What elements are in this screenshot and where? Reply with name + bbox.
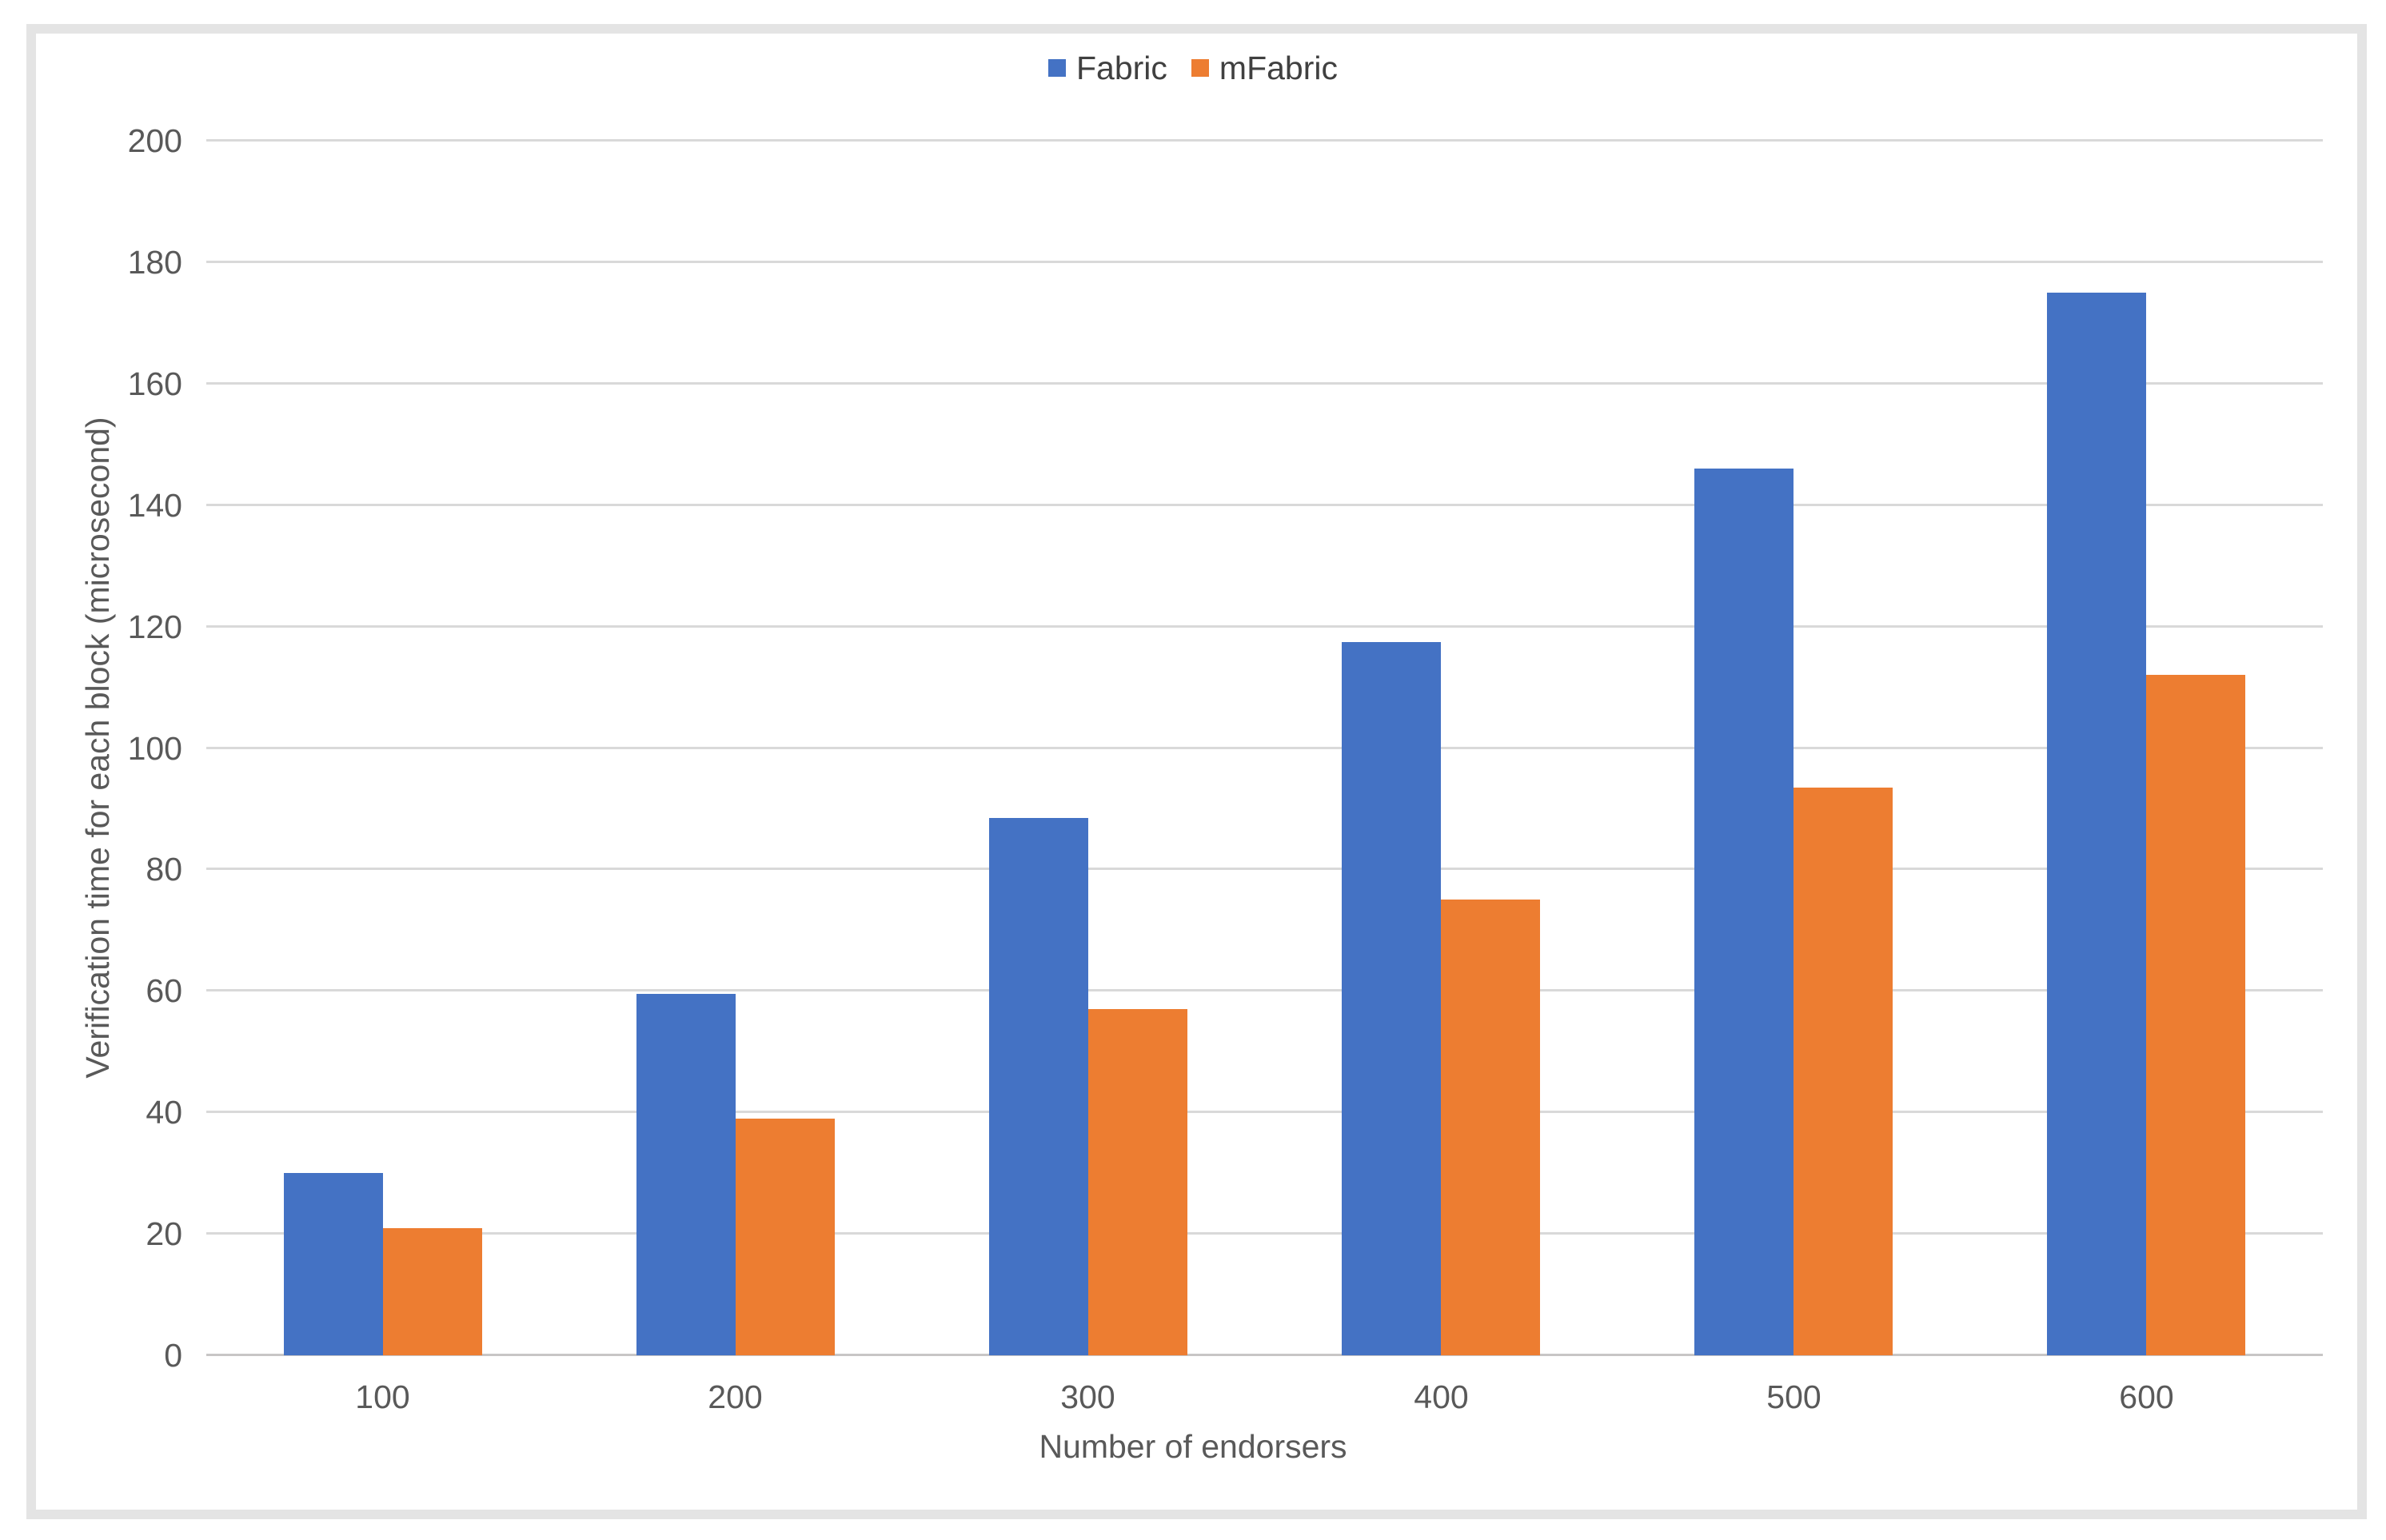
bar-fabric-400 <box>1342 642 1441 1355</box>
gridline-180 <box>206 261 2323 263</box>
y-tick-label-60: 60 <box>146 972 182 1009</box>
x-axis-title: Number of endorsers <box>1039 1428 1347 1465</box>
y-tick-label-120: 120 <box>127 608 182 645</box>
bar-mfabric-100 <box>383 1228 482 1355</box>
x-tick-label-600: 600 <box>2119 1378 2174 1415</box>
gridline-40 <box>206 1111 2323 1113</box>
legend-swatch-fabric-icon <box>1048 59 1066 77</box>
gridline-80 <box>206 868 2323 870</box>
bar-mfabric-600 <box>2146 675 2245 1355</box>
y-tick-label-0: 0 <box>164 1337 182 1374</box>
gridline-100 <box>206 747 2323 749</box>
legend-swatch-mfabric-icon <box>1191 59 1209 77</box>
y-tick-label-140: 140 <box>127 487 182 524</box>
x-axis-line <box>206 1354 2323 1356</box>
gridline-200 <box>206 139 2323 142</box>
x-tick-label-100: 100 <box>355 1378 410 1415</box>
legend-label-fabric: Fabric <box>1076 50 1167 86</box>
y-tick-label-40: 40 <box>146 1094 182 1131</box>
bar-mfabric-200 <box>736 1119 835 1355</box>
bar-mfabric-400 <box>1441 900 1540 1355</box>
y-tick-label-160: 160 <box>127 365 182 402</box>
legend-label-mfabric: mFabric <box>1219 50 1338 86</box>
chart-legend: Fabric mFabric <box>0 50 2386 86</box>
y-tick-label-80: 80 <box>146 851 182 888</box>
bar-fabric-500 <box>1694 469 1793 1355</box>
y-tick-label-200: 200 <box>127 122 182 159</box>
gridline-120 <box>206 625 2323 628</box>
y-tick-label-20: 20 <box>146 1215 182 1252</box>
y-tick-label-180: 180 <box>127 244 182 281</box>
bar-fabric-600 <box>2047 293 2146 1355</box>
bar-fabric-300 <box>989 818 1088 1355</box>
gridline-140 <box>206 504 2323 506</box>
legend-item-fabric: Fabric <box>1048 50 1167 86</box>
x-tick-label-200: 200 <box>708 1378 763 1415</box>
x-tick-label-300: 300 <box>1060 1378 1115 1415</box>
gridline-160 <box>206 382 2323 385</box>
bar-fabric-200 <box>636 994 736 1355</box>
gridline-20 <box>206 1232 2323 1235</box>
bar-fabric-100 <box>284 1173 383 1355</box>
legend-item-mfabric: mFabric <box>1191 50 1338 86</box>
x-tick-label-400: 400 <box>1414 1378 1469 1415</box>
bar-mfabric-300 <box>1088 1009 1187 1355</box>
y-tick-label-100: 100 <box>127 730 182 767</box>
x-tick-label-500: 500 <box>1766 1378 1821 1415</box>
bar-mfabric-500 <box>1793 788 1893 1355</box>
gridline-60 <box>206 989 2323 991</box>
